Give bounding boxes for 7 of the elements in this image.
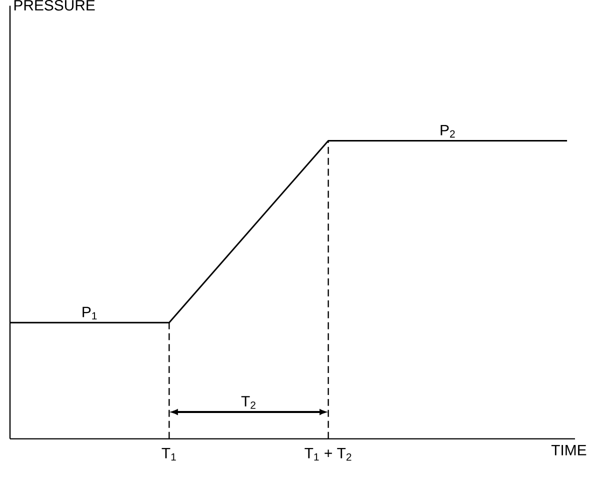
annotation: P$_{2}$ — [440, 125, 455, 138]
annotation: T$_{2}$ — [241, 396, 256, 409]
annotation: P$_{1}$ — [82, 306, 97, 320]
x-tick-label: T$_{1}$ + T$_{2}$ — [304, 448, 352, 461]
x-axis-title: TIME — [551, 445, 586, 456]
text: PRESSURE — [14, 0, 95, 11]
x-tick-label: T$_{1}$ — [162, 448, 176, 461]
